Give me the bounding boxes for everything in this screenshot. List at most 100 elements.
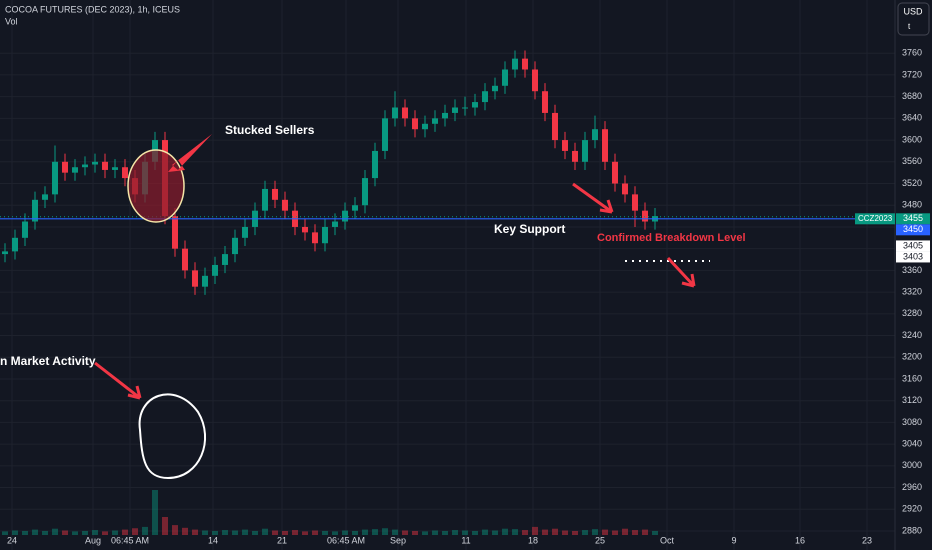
y-tick-label: 3040 — [902, 439, 922, 449]
candle-body — [332, 221, 338, 227]
y-tick-label: 3600 — [902, 134, 922, 144]
y-tick-label: 3520 — [902, 178, 922, 188]
y-tick-label: 3640 — [902, 113, 922, 123]
candle-body — [432, 118, 438, 124]
breakdown-label: Confirmed Breakdown Level — [597, 232, 746, 244]
y-tick-label: 3760 — [902, 48, 922, 58]
candle-body — [422, 123, 428, 130]
candle-body — [242, 226, 248, 238]
candle-body — [102, 161, 108, 170]
volume-bar — [512, 529, 518, 535]
volume-bar — [562, 530, 568, 535]
candle-body — [482, 91, 488, 103]
candle-body — [52, 161, 58, 195]
candle-body — [442, 112, 448, 119]
price-label-text: 3450 — [903, 224, 923, 234]
volume-bar — [292, 530, 298, 535]
candle-body — [602, 129, 608, 162]
volume-bar — [362, 529, 368, 535]
x-tick-label: 06:45 AM — [327, 535, 365, 545]
y-tick-label: 2920 — [902, 504, 922, 514]
volume-bar — [392, 529, 398, 535]
chart-title: COCOA FUTURES (DEC 2023), 1h, ICEUS — [5, 4, 180, 14]
volume-bar — [402, 530, 408, 535]
candle-body — [232, 237, 238, 255]
x-tick-label: 06:45 AM — [111, 535, 149, 545]
volume-bar — [582, 530, 588, 535]
candle-body — [572, 150, 578, 162]
volume-bar — [542, 529, 548, 535]
volume-bar — [172, 525, 178, 535]
candle-body — [302, 226, 308, 233]
y-tick-label: 3120 — [902, 395, 922, 405]
volume-bar — [422, 531, 428, 535]
y-tick-label: 2960 — [902, 482, 922, 492]
y-tick-label: 3000 — [902, 460, 922, 470]
annotation: Stucked Sellers — [225, 123, 315, 137]
currency-button[interactable] — [897, 2, 930, 36]
candle-body — [562, 140, 568, 151]
x-tick-label: Oct — [660, 535, 675, 545]
arrow — [666, 256, 696, 288]
x-tick-label: Sep — [390, 535, 406, 545]
volume-bar — [12, 530, 18, 535]
volume-bar — [192, 529, 198, 535]
candle-body — [612, 161, 618, 184]
symbol-label-box — [855, 213, 895, 225]
symbol-label: CCZ2023 — [858, 214, 893, 223]
volume-bar — [462, 530, 468, 535]
candle-body — [492, 85, 498, 92]
price-label-text: 3405 — [903, 240, 923, 250]
volume-bar — [282, 530, 288, 535]
volume-bar — [332, 531, 338, 535]
volume-bar — [122, 529, 128, 535]
candle-body — [22, 221, 28, 238]
volume-bar — [492, 530, 498, 535]
volume-bar — [202, 530, 208, 535]
volume-bar — [442, 530, 448, 535]
currency-sub: t — [908, 22, 911, 31]
volume-bar — [242, 529, 248, 535]
volume-bar — [182, 527, 188, 535]
activity-circle — [138, 393, 207, 480]
volume-bar — [72, 531, 78, 535]
candle-body — [222, 254, 228, 265]
x-tick-label: 11 — [461, 535, 470, 545]
y-tick-label: 3240 — [902, 330, 922, 340]
volume-bar — [482, 529, 488, 535]
price-axis: 2880 2920 2960 3000 3040 3080 3120 3160 3200 3240… — [7, 48, 930, 545]
sellers-ellipse — [127, 149, 185, 223]
volume-bar — [32, 529, 38, 535]
price-label — [896, 224, 930, 236]
candle-body — [32, 199, 38, 222]
x-tick-label: 9 — [731, 535, 736, 545]
candle-body — [352, 205, 358, 211]
price-label — [896, 240, 930, 252]
candle-body — [512, 58, 518, 70]
price-label-text: 3403 — [903, 251, 923, 261]
y-tick-label: 3320 — [902, 286, 922, 296]
y-tick-label: 2880 — [902, 525, 922, 535]
x-tick-label: 25 — [595, 535, 605, 545]
arrow — [572, 182, 614, 214]
candle-body — [502, 69, 508, 86]
x-tick-label: 18 — [528, 535, 538, 545]
candle-body — [172, 216, 178, 249]
price-label — [896, 251, 930, 263]
arrow — [94, 361, 142, 400]
volume-bar — [502, 528, 508, 535]
candle-body — [532, 69, 538, 92]
volume-bar — [412, 530, 418, 535]
candle-body — [402, 107, 408, 119]
volume-label: Vol — [5, 16, 18, 26]
candle-body — [322, 226, 328, 244]
candle-body — [2, 251, 8, 255]
candle-body — [182, 248, 188, 271]
volume-bar — [62, 530, 68, 535]
volume-bar — [622, 528, 628, 535]
candle-body — [72, 167, 78, 173]
candle-body — [392, 107, 398, 119]
y-tick-label: 3200 — [902, 352, 922, 362]
candle-body — [42, 194, 48, 200]
